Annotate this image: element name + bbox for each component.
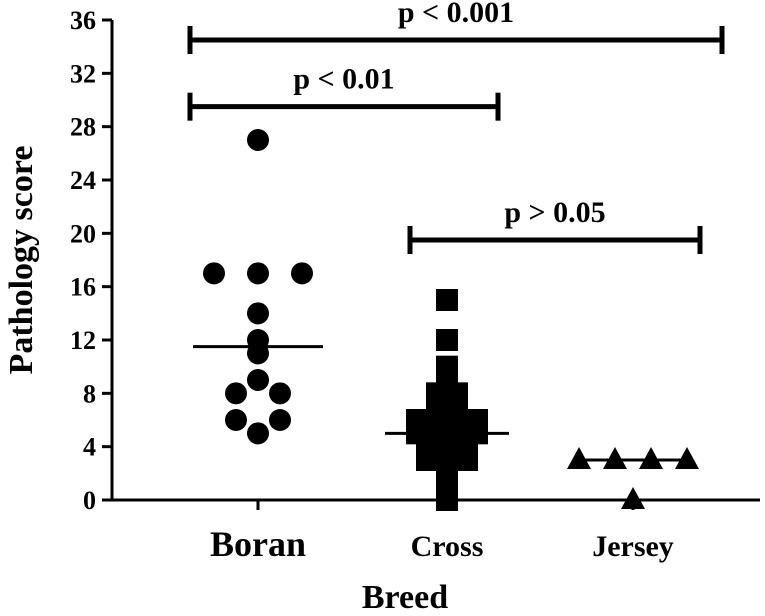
jersey-point — [621, 487, 645, 509]
boran-point — [203, 262, 225, 285]
cross-point — [436, 329, 458, 351]
cross-point — [456, 449, 478, 471]
jersey-point — [567, 447, 591, 469]
jersey-point — [639, 447, 663, 469]
boran-point — [269, 409, 291, 431]
y-axis-title: Pathology score — [3, 146, 40, 375]
significance-brackets: p < 0.001 p < 0.01 p > 0.05 — [187, 0, 725, 254]
boran-point — [247, 302, 269, 325]
y-tick-label: 20 — [70, 219, 96, 248]
x-tick-label: Cross — [411, 530, 484, 563]
cross-point — [416, 449, 438, 471]
y-tick-label: 32 — [70, 59, 96, 88]
median-lines — [193, 345, 688, 462]
y-axis: 0 4 8 12 16 20 24 28 32 36 — [70, 6, 114, 515]
p-value-label: p > 0.05 — [504, 196, 605, 229]
y-tick-label: 28 — [70, 113, 96, 142]
x-axis-title: Breed — [362, 579, 448, 616]
boran-point — [247, 422, 269, 445]
cross-point — [436, 489, 458, 511]
x-tick-label: Boran — [210, 524, 306, 564]
cross-point — [436, 289, 458, 311]
jersey-point — [603, 447, 627, 469]
y-tick-label: 36 — [70, 6, 96, 35]
y-tick-label: 16 — [70, 273, 96, 302]
y-tick-label: 12 — [70, 326, 96, 355]
x-axis: Boran Cross Jersey — [112, 498, 760, 564]
boran-point — [247, 369, 269, 391]
boran-point — [269, 382, 291, 405]
boran-point — [291, 262, 313, 285]
p-value-label: p < 0.001 — [398, 0, 514, 29]
y-tick-label: 24 — [70, 166, 96, 195]
y-tick-label: 4 — [83, 433, 96, 462]
boran-point — [247, 129, 269, 151]
data-points — [203, 129, 699, 511]
boran-point — [225, 382, 247, 405]
x-tick-label: Jersey — [592, 530, 674, 563]
p-value-label: p < 0.01 — [293, 63, 394, 96]
boran-point — [247, 262, 269, 285]
jersey-point — [675, 447, 699, 469]
y-tick-label: 8 — [83, 379, 96, 408]
y-tick-label: 0 — [83, 486, 96, 515]
boran-point — [225, 409, 247, 431]
